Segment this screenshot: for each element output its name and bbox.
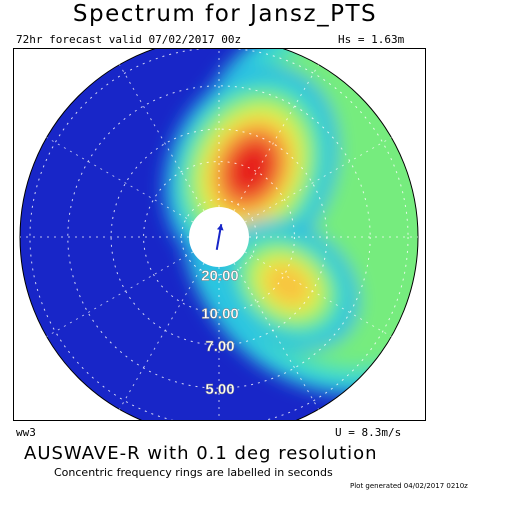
direction-spoke xyxy=(46,251,194,337)
ring-label: 5.00 xyxy=(205,381,234,398)
direction-spoke xyxy=(233,64,319,212)
plot-generated-stamp: Plot generated 04/02/2017 0210z xyxy=(350,482,468,490)
direction-spoke xyxy=(233,262,319,410)
model-tag: ww3 xyxy=(16,426,36,439)
direction-spoke xyxy=(46,137,194,223)
energy-peak-1-level xyxy=(230,144,272,193)
energy-peak-2-level xyxy=(264,264,311,306)
wind-value: 8.3m/s xyxy=(361,426,402,439)
period-ring-5s xyxy=(67,85,371,389)
wind-speed: U = 8.3m/s xyxy=(335,426,401,439)
direction-spoke xyxy=(244,251,392,337)
wind-label: U = xyxy=(335,426,355,439)
wind-arrow-head xyxy=(216,224,224,231)
ring-label: 10.00 xyxy=(201,305,239,322)
chart-title: Spectrum for Jansz_PTS xyxy=(72,1,378,27)
direction-spoke xyxy=(119,262,205,410)
spectrum-plot-frame: 20.00 10.00 7.00 5.00 4.00 xyxy=(13,48,426,421)
polar-spectrum-chart: 20.00 10.00 7.00 5.00 4.00 xyxy=(19,49,419,420)
hs-label: Hs = xyxy=(338,33,365,46)
direction-spoke xyxy=(119,64,205,212)
hs-value: 1.63m xyxy=(371,33,405,46)
period-ring-10s xyxy=(143,161,295,313)
energy-field xyxy=(164,49,418,394)
ring-label: 7.00 xyxy=(205,338,234,355)
ring-label: 20.00 xyxy=(201,268,239,285)
direction-spoke xyxy=(244,137,392,223)
ring-note: Concentric frequency rings are labelled … xyxy=(54,466,333,479)
forecast-subtitle: 72hr forecast valid 07/02/2017 00z xyxy=(16,33,242,46)
ring-label: 4.00 xyxy=(205,419,234,420)
model-title: AUSWAVE-R with 0.1 deg resolution xyxy=(24,443,378,464)
significant-wave-height: Hs = 1.63m xyxy=(338,33,404,46)
period-ring-4s xyxy=(29,49,409,420)
